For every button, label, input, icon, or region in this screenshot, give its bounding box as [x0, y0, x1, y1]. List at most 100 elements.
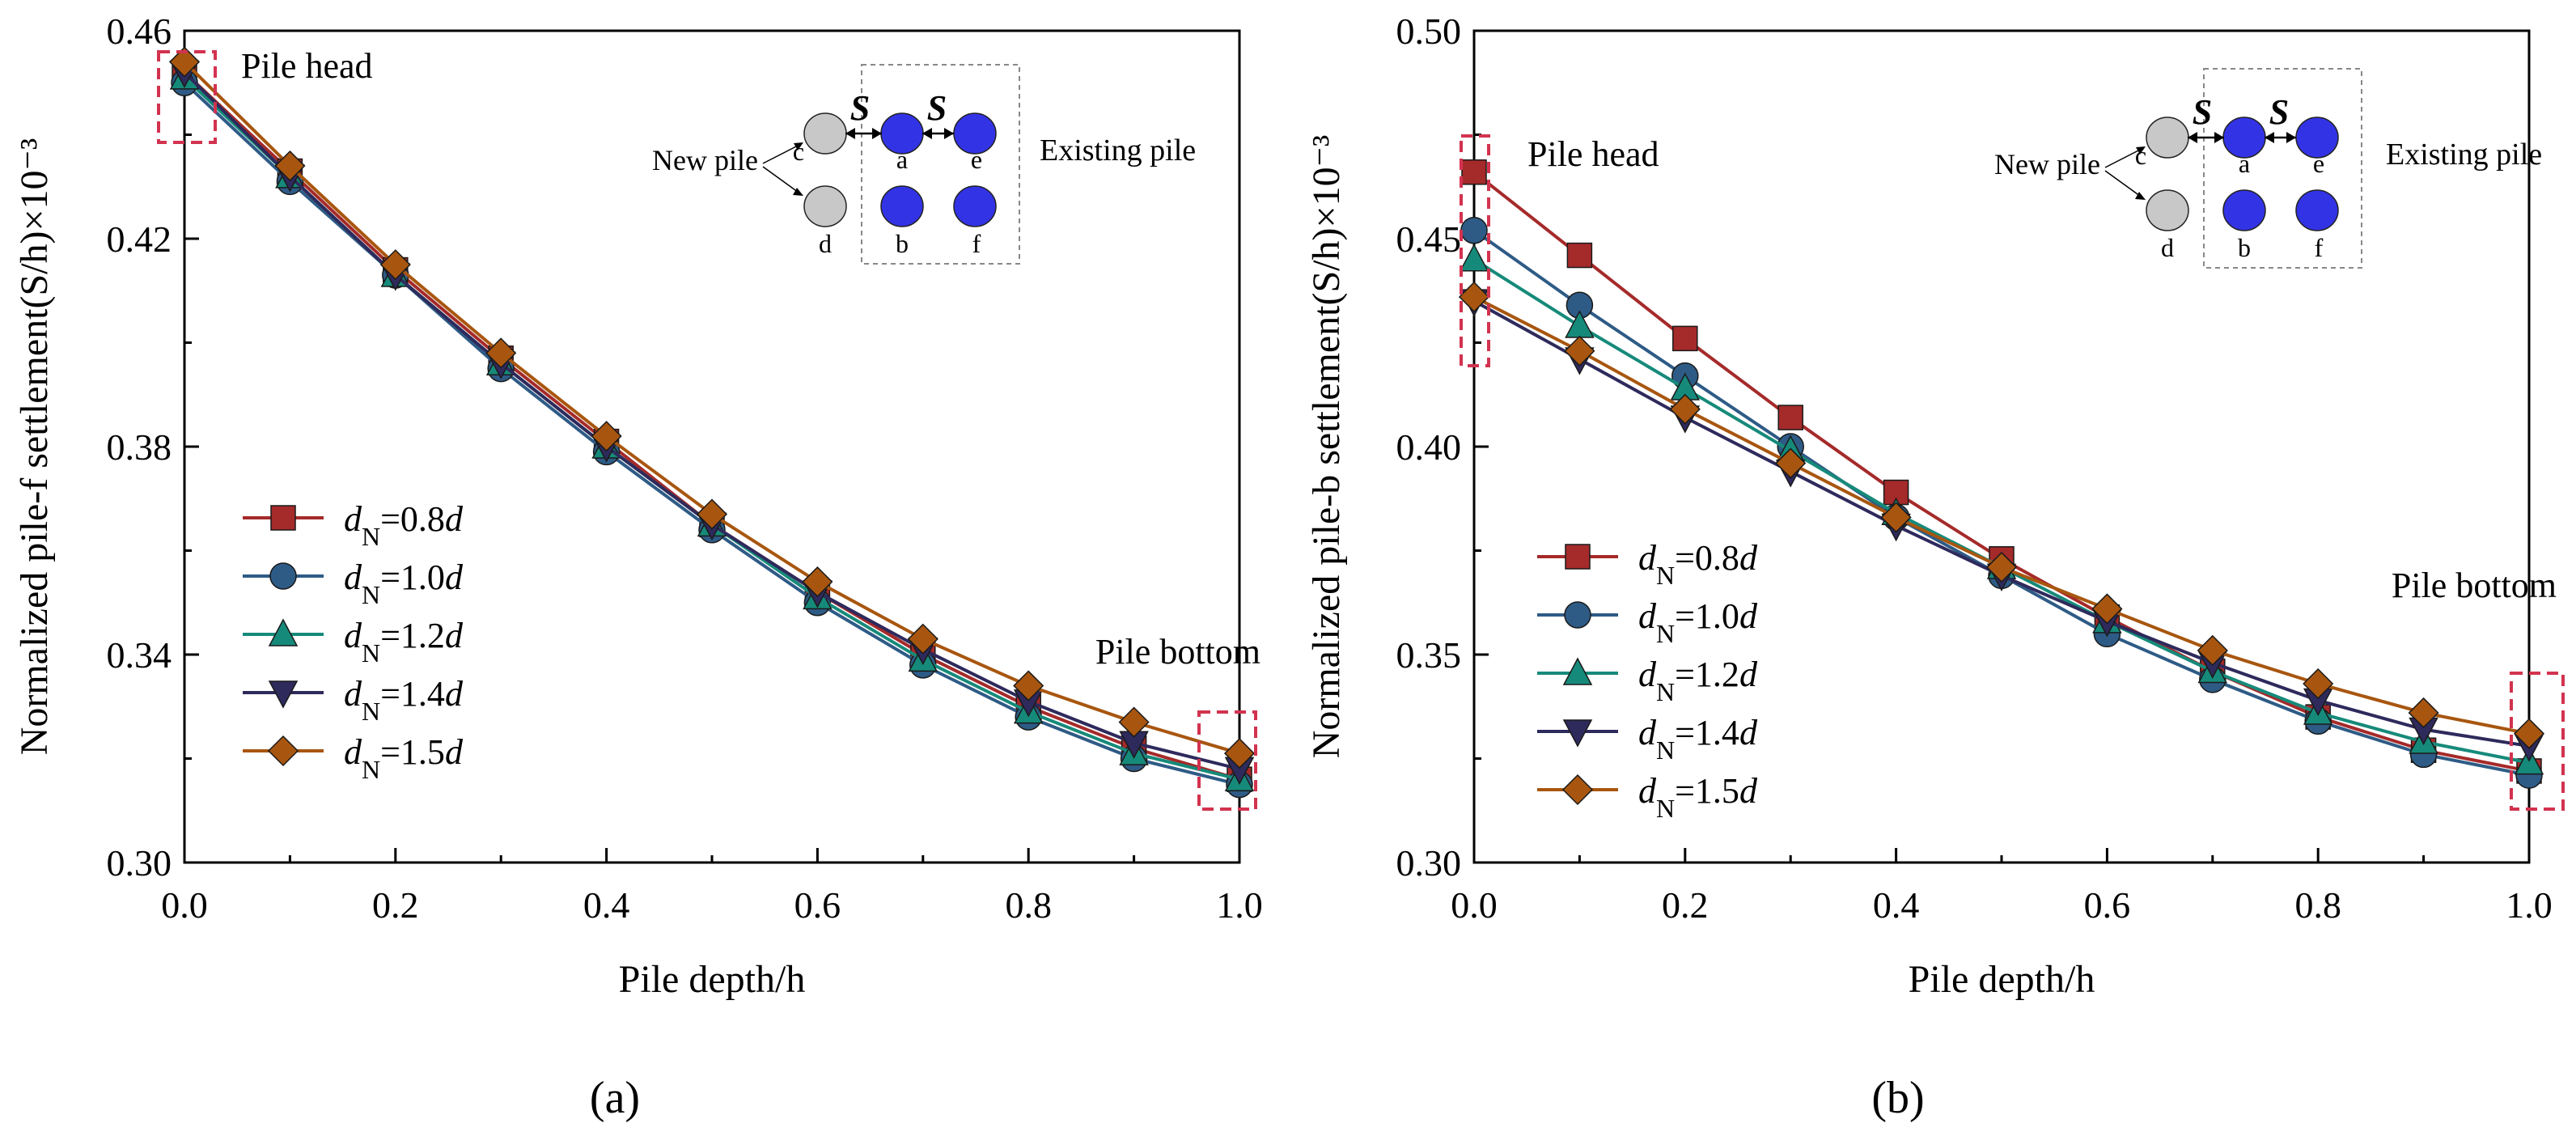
y-tick-label: 0.50	[1396, 11, 1462, 52]
legend-ratio: =1.0	[380, 557, 445, 597]
data-point	[1565, 310, 1595, 338]
legend-marker	[1562, 657, 1593, 685]
pile-bottom-annotation: Pile bottom	[1095, 632, 1260, 672]
pile-label-f: f	[972, 229, 981, 258]
legend-entry: dN=1.2d	[243, 616, 464, 668]
series-line	[1472, 258, 2530, 765]
data-point	[802, 566, 833, 598]
pile-label-f: f	[2315, 233, 2324, 262]
data-point	[1459, 244, 1489, 272]
legend-label: dN=1.2d	[344, 616, 464, 668]
data-point	[1566, 242, 1593, 269]
pile-label-e: e	[2313, 149, 2324, 178]
x-tick-label: 0.0	[1451, 884, 1498, 926]
pile-label-c: c	[2135, 141, 2146, 170]
pile-head-highlight	[1460, 134, 1490, 367]
legend-ratio: =0.8	[1675, 538, 1739, 578]
series-line	[183, 81, 1240, 786]
pile-layout-inset: c a e d b f S S New pile Existing pile	[652, 64, 1196, 265]
arrow-head-icon	[2286, 132, 2296, 143]
legend-marker	[1561, 774, 1594, 806]
legend-label: dN=1.2d	[1638, 655, 1758, 706]
legend-entry: dN=1.0d	[1537, 596, 1758, 648]
legend-ratio: =1.4	[1675, 713, 1739, 752]
chart-panel-a: 0.0 0.2 0.4 0.6 0.8 1.0 0.30 0.34 0.38 0.42 0.46 Pi…	[13, 11, 1263, 1123]
legend-entry: dN=1.4d	[1537, 713, 1758, 765]
series-10	[1460, 216, 2543, 789]
x-tick-label: 1.0	[1216, 884, 1263, 926]
legend-label: dN=0.8d	[344, 499, 464, 551]
pile-bottom-annotation: Pile bottom	[2392, 566, 2557, 605]
legend-entry: dN=1.5d	[243, 732, 464, 784]
arrow-head-icon	[2135, 192, 2146, 200]
pointer-line	[2104, 147, 2144, 168]
pile-bottom-highlight	[2510, 672, 2565, 811]
legend: dN=0.8d dN=1.0d dN=1.2d dN=1.4d dN=1.5d	[243, 499, 464, 784]
chart-panel-b: 0.0 0.2 0.4 0.6 0.8 1.0 0.30 0.35 0.40 0.45 0.50 Pi…	[1305, 11, 2565, 1123]
series-line	[1472, 229, 2530, 778]
pile-head-annotation: Pile head	[241, 46, 373, 86]
legend-marker	[268, 680, 299, 709]
data-point	[1118, 706, 1150, 738]
legend: dN=0.8d dN=1.0d dN=1.2d dN=1.4d dN=1.5d	[1537, 538, 1758, 823]
y-tick-label: 0.34	[107, 634, 172, 676]
series-14	[1459, 289, 2544, 762]
legend-entry: dN=1.0d	[243, 557, 464, 609]
pile-c	[803, 112, 847, 155]
legend-ratio: =1.2	[1675, 655, 1739, 694]
arrow-head-icon	[794, 142, 803, 150]
series-line	[183, 70, 1240, 782]
series-line	[1473, 295, 2530, 735]
pile-b	[880, 185, 924, 227]
data-point	[1013, 670, 1044, 702]
data-point	[1460, 216, 1488, 244]
series-08	[1461, 159, 2542, 784]
existing-pile-label: Existing pile	[2386, 138, 2542, 172]
data-point	[1461, 159, 1487, 185]
y-tick-label: 0.46	[107, 11, 172, 52]
legend-label: dN=1.5d	[1638, 771, 1758, 823]
pile-f	[953, 185, 997, 227]
series-12	[1459, 244, 2544, 775]
existing-pile-box	[861, 64, 1020, 265]
series-line	[183, 70, 1240, 771]
series-15	[168, 46, 1256, 769]
legend-ratio: =1.5	[380, 732, 445, 772]
y-tick-label: 0.45	[1396, 218, 1462, 260]
y-axis-label: Normalized pile-b settlement(S/h)×10⁻³	[1305, 135, 1348, 759]
x-tick-label: 0.8	[1005, 884, 1052, 926]
x-tick-label: 0.2	[372, 884, 419, 926]
legend-entry: dN=0.8d	[1537, 538, 1758, 590]
pile-label-a: a	[896, 145, 908, 174]
x-tick-label: 0.6	[794, 884, 841, 926]
legend-entry: dN=1.5d	[1537, 771, 1758, 823]
legend-label: dN=0.8d	[1638, 538, 1758, 590]
y-axis-label: Normalized pile-f settlement(S/h)×10⁻³	[13, 138, 56, 756]
legend-label: dN=1.4d	[344, 674, 464, 726]
data-point	[2197, 634, 2228, 666]
arrow-head-icon	[2265, 132, 2274, 143]
data-point	[485, 337, 517, 369]
y-tick-label: 0.40	[1396, 426, 1462, 468]
data-point	[2091, 593, 2123, 625]
panel-label: (b)	[1871, 1073, 1924, 1123]
y-tick-label: 0.30	[1396, 842, 1462, 884]
x-tick-label: 0.6	[2084, 884, 2131, 926]
x-tick-label: 0.2	[1662, 884, 1709, 926]
data-point	[1985, 551, 2018, 583]
legend-marker	[1564, 601, 1591, 629]
spacing-label: S	[2269, 92, 2289, 132]
legend-marker	[268, 618, 299, 646]
series-line	[183, 76, 1240, 782]
pile-label-d: d	[2161, 233, 2174, 262]
pile-label-e: e	[971, 145, 982, 174]
pile-label-c: c	[793, 137, 804, 166]
data-point	[1223, 738, 1256, 769]
pile-c	[2146, 117, 2189, 159]
panel-label: (a)	[590, 1073, 640, 1123]
legend-marker	[1565, 544, 1591, 570]
y-tick-label: 0.35	[1396, 634, 1462, 676]
data-point	[1669, 393, 1701, 425]
new-pile-label: New pile	[1994, 148, 2100, 180]
arrow-head-icon	[2188, 132, 2197, 143]
